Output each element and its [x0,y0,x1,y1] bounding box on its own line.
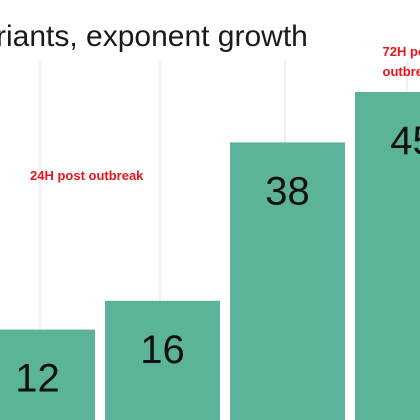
annotation-2-line-2: outbrea [383,64,420,79]
data-label-3: 38 [265,169,310,213]
grid-lines [39,60,408,416]
bar-2 [105,300,220,420]
data-label-4: 45 [390,119,420,163]
bars [0,92,420,420]
annotation-2-line-1: 72H pos [383,44,420,59]
data-labels: 12 16 38 45 [15,119,420,401]
bar-1 [0,329,95,420]
bar-4 [355,92,420,420]
annotation-1-line-1: 24H post outbreak [30,168,144,183]
annotations: 24H post outbreak 72H pos outbrea [30,44,420,183]
chart-title: riants, exponent growth [0,20,308,53]
bar-3 [230,142,345,420]
data-label-1: 12 [15,357,60,401]
data-label-2: 16 [140,328,185,372]
